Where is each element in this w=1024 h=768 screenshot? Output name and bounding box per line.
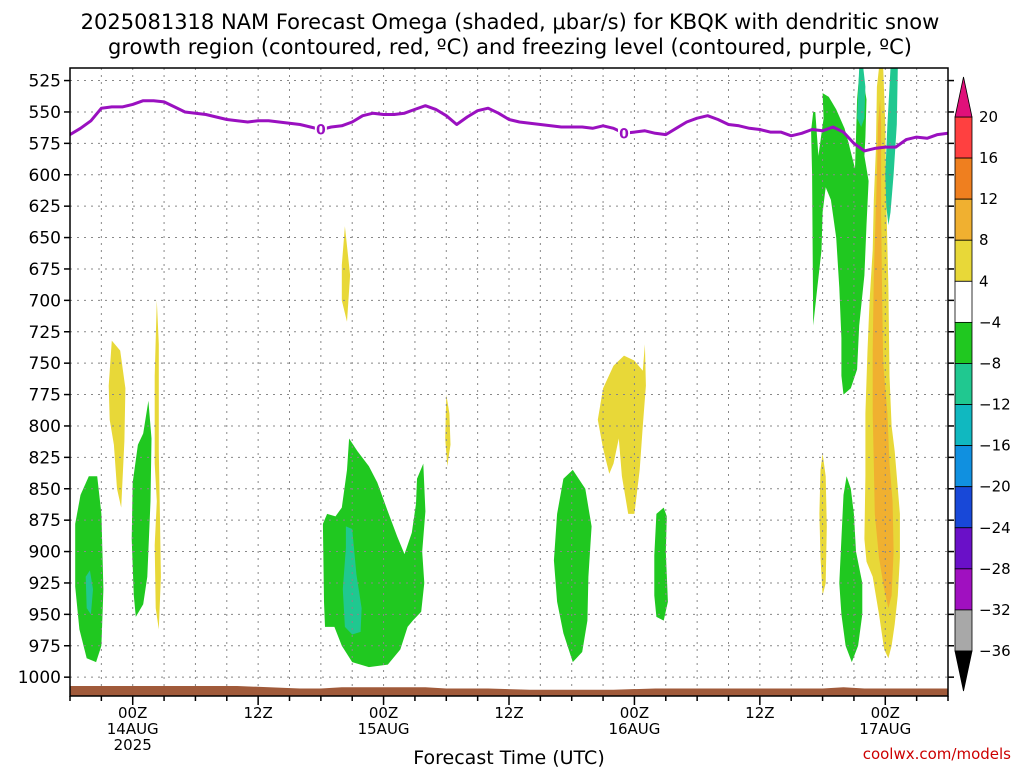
y-tick-label-650: 650: [29, 229, 61, 249]
y-tick-label-975: 975: [29, 637, 61, 657]
freezing-label-bg-1: [314, 121, 327, 138]
y-tick-label-1000: 1000: [18, 668, 61, 688]
x-tick-label-1-0: 12Z: [243, 704, 272, 722]
colorbar-label-10: −24: [979, 519, 1011, 537]
x-tick-label-6-1: 17AUG: [859, 720, 911, 738]
y-tick-label-825: 825: [29, 448, 61, 468]
colorbar-bottom-arrow: [954, 650, 973, 692]
credit-text: coolwx.com/models: [863, 745, 1011, 763]
omega-green-02: [131, 400, 152, 617]
y-tick-label-950: 950: [29, 605, 61, 625]
colorbar-segment-5: [954, 321, 973, 364]
colorbar-label-5: −4: [979, 313, 1001, 331]
colorbar-label-0: 20: [979, 108, 998, 126]
omega-green-01: [75, 476, 104, 663]
y-tick-label-900: 900: [29, 543, 61, 563]
x-tick-label-4-1: 16AUG: [608, 720, 660, 738]
y-axis: 525 550 575 600 625 650 675 700 725 750 775 800 825 8…: [18, 72, 954, 688]
colorbar-segment-2: [954, 198, 973, 241]
chart-title-line-2: growth region (contoured, red, ºC) and f…: [108, 35, 912, 59]
colorbar-label-8: −16: [979, 437, 1011, 455]
colorbar-segment-6: [954, 363, 973, 405]
colorbar-segment-9: [954, 486, 973, 529]
x-tick-label-4-0: 00Z: [620, 704, 649, 722]
chart-title-line-1: 2025081318 NAM Forecast Omega (shaded, μ…: [81, 10, 940, 34]
colorbar-top-arrow: [954, 76, 973, 118]
colorbar-label-7: −12: [979, 396, 1011, 414]
omega-yellow-01: [108, 340, 126, 508]
y-tick-label-700: 700: [29, 291, 61, 311]
colorbar-label-1: 16: [979, 149, 998, 167]
y-tick-label-800: 800: [29, 417, 61, 437]
colorbar-segment-7: [954, 404, 973, 447]
y-tick-label-850: 850: [29, 480, 61, 500]
y-tick-label-675: 675: [29, 260, 61, 280]
colorbar-segment-0: [954, 116, 973, 159]
y-tick-label-750: 750: [29, 354, 61, 374]
omega-yellow-03: [341, 226, 351, 322]
y-tick-label-925: 925: [29, 574, 61, 594]
freezing-level-line: [70, 99, 948, 153]
colorbar-label-6: −8: [979, 354, 1001, 372]
colorbar-label-11: −28: [979, 560, 1011, 578]
x-axis-title: Forecast Time (UTC): [413, 747, 604, 768]
colorbar-label-13: −36: [979, 642, 1011, 660]
colorbar: 20 16 12 8 4 −4 −8 −12 −16 −20 −24 −28 −32 −36: [954, 76, 1011, 692]
colorbar-label-2: 12: [979, 190, 998, 208]
colorbar-segment-12: [954, 609, 973, 652]
y-tick-label-625: 625: [29, 197, 61, 217]
y-tick-label-875: 875: [29, 511, 61, 531]
surface-band: [70, 686, 948, 696]
colorbar-segment-10: [954, 527, 973, 570]
omega-shading: [75, 68, 900, 668]
y-tick-label-725: 725: [29, 323, 61, 343]
y-tick-label-775: 775: [29, 386, 61, 406]
y-tick-label-550: 550: [29, 103, 61, 123]
omega-green-05: [654, 507, 668, 621]
y-tick-label-600: 600: [29, 166, 61, 186]
omega-yellow-02: [154, 300, 161, 630]
x-tick-label-3-0: 12Z: [494, 704, 523, 722]
colorbar-label-9: −20: [979, 478, 1011, 496]
freezing-level-label-2: 0: [619, 126, 629, 142]
omega-yellow-05: [597, 344, 646, 514]
x-tick-label-0-2: 2025: [114, 736, 152, 754]
surface-terrain: [70, 686, 948, 696]
colorbar-segment-1: [954, 157, 973, 200]
y-tick-label-575: 575: [29, 134, 61, 154]
x-tick-label-2-1: 15AUG: [358, 720, 410, 738]
colorbar-segment-4: [954, 280, 973, 323]
colorbar-label-12: −32: [979, 601, 1011, 619]
x-tick-label-6-0: 00Z: [871, 704, 900, 722]
omega-orange-01: [872, 99, 894, 609]
colorbar-label-3: 8: [979, 231, 989, 249]
omega-yellow-06: [819, 453, 827, 596]
colorbar-label-4: 4: [979, 272, 989, 290]
x-tick-label-5-0: 12Z: [745, 704, 774, 722]
colorbar-segment-11: [954, 568, 973, 611]
freezing-level-label-1: 0: [316, 123, 326, 139]
x-tick-label-0-0: 00Z: [118, 704, 147, 722]
x-tick-label-2-0: 00Z: [369, 704, 398, 722]
colorbar-segment-3: [954, 239, 973, 282]
x-tick-label-0-1: 14AUG: [107, 720, 159, 738]
omega-green-07: [839, 476, 863, 663]
freezing-label-bg-2: [617, 125, 630, 142]
y-tick-label-525: 525: [29, 72, 61, 92]
omega-teal-03: [857, 68, 866, 127]
colorbar-segment-8: [954, 445, 973, 488]
omega-teal-01: [85, 570, 93, 615]
